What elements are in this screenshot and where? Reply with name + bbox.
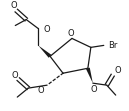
Text: O: O	[91, 85, 97, 94]
Polygon shape	[38, 45, 51, 58]
Polygon shape	[86, 68, 93, 83]
Text: O: O	[68, 29, 74, 38]
Text: O: O	[115, 66, 121, 75]
Text: O: O	[11, 1, 18, 10]
Text: Br: Br	[108, 41, 117, 50]
Text: O: O	[38, 86, 44, 95]
Text: O: O	[43, 25, 50, 34]
Text: O: O	[12, 71, 19, 80]
